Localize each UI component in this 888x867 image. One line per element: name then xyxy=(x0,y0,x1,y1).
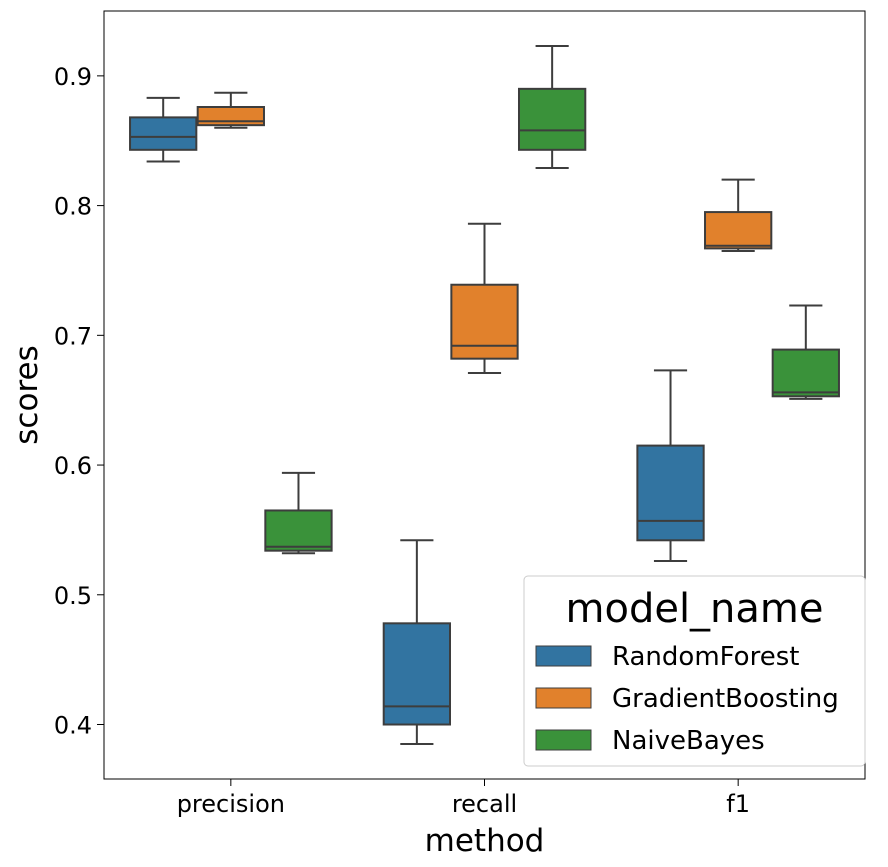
legend-swatch xyxy=(535,729,592,751)
iqr-box xyxy=(264,509,333,552)
y-tick-label: 0.8 xyxy=(54,193,92,221)
x-axis-title: method xyxy=(425,823,545,859)
box-NaiveBayes-f1 xyxy=(771,304,840,400)
box-NaiveBayes-recall xyxy=(517,45,587,169)
y-tick-label: 0.7 xyxy=(54,322,92,350)
box-GradientBoosting-recall xyxy=(450,222,519,374)
iqr-box xyxy=(517,87,587,151)
legend-item-RandomForest: RandomForest xyxy=(535,642,799,672)
legend-item-NaiveBayes: NaiveBayes xyxy=(535,726,765,756)
legend-frame xyxy=(523,575,866,767)
box-RandomForest-precision xyxy=(129,96,198,163)
legend-title: model_name xyxy=(566,586,824,632)
y-tick-label: 0.6 xyxy=(54,452,92,480)
box-NaiveBayes-precision xyxy=(264,471,333,555)
box-GradientBoosting-precision xyxy=(196,91,265,129)
box-GradientBoosting-f1 xyxy=(704,178,773,252)
box-RandomForest-f1 xyxy=(636,369,705,563)
legend-label: NaiveBayes xyxy=(612,726,765,756)
y-tick-label: 0.4 xyxy=(54,712,92,740)
box-RandomForest-recall xyxy=(382,539,452,745)
iqr-box xyxy=(382,622,452,726)
iqr-box xyxy=(129,116,198,151)
x-tick-label-f1: f1 xyxy=(726,790,750,818)
y-tick-label: 0.9 xyxy=(54,63,92,91)
iqr-box xyxy=(450,283,519,360)
legend-swatch xyxy=(535,645,592,667)
legend-label: GradientBoosting xyxy=(612,684,839,714)
y-axis: 0.4 0.5 0.6 0.7 0.8 0.9 xyxy=(54,63,104,740)
y-tick-label: 0.5 xyxy=(54,582,92,610)
x-tick-label-precision: precision xyxy=(177,790,285,818)
x-axis: precision recall f1 xyxy=(177,779,750,818)
legend: model_name RandomForest GradientBoosting N… xyxy=(523,575,866,767)
iqr-box xyxy=(196,106,265,127)
legend-items: RandomForest GradientBoosting NaiveBayes xyxy=(535,642,839,756)
iqr-box xyxy=(704,211,773,250)
y-axis-title: scores xyxy=(9,345,45,444)
legend-label: RandomForest xyxy=(612,642,799,672)
legend-swatch xyxy=(535,687,592,709)
x-tick-label-recall: recall xyxy=(452,790,517,818)
iqr-box xyxy=(771,348,840,398)
iqr-box xyxy=(636,444,705,542)
legend-item-GradientBoosting: GradientBoosting xyxy=(535,684,839,714)
boxes-layer xyxy=(129,45,840,745)
